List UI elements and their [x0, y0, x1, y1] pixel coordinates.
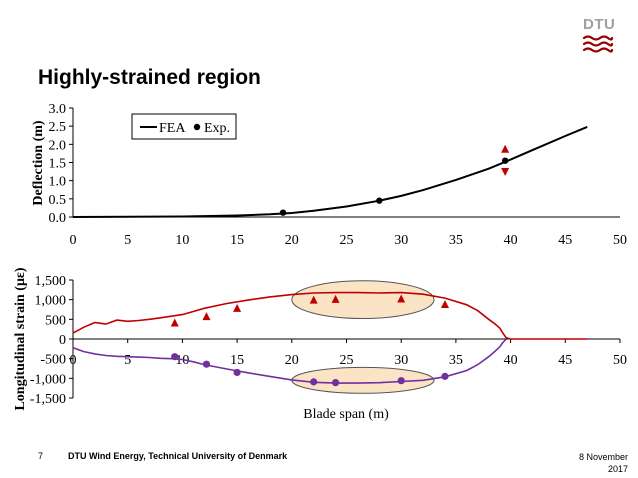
strain-bottom-exp-point [202, 360, 211, 368]
chart-area: 0 5 10 15 20 25 30 35 40 45 50 0.00.51.01.52.02.53… [13, 102, 627, 422]
strain-top-exp-point [309, 295, 318, 304]
bottom-x-tick-label: 30 [394, 353, 408, 368]
top-x-tick-label: 45 [558, 233, 572, 248]
error-up-marker [501, 144, 510, 153]
top-y-tick-label: 3.0 [49, 102, 67, 117]
bottom-x-tick-label: 0 [70, 353, 77, 368]
strain-top-line [72, 291, 588, 340]
top-x-tick-label: 15 [230, 233, 244, 248]
top-x-tick-label: 30 [394, 233, 408, 248]
strain-bottom-exp-point [310, 378, 318, 386]
bottom-x-tick-label: 5 [124, 353, 131, 368]
top-y-tick-label: 2.5 [49, 120, 67, 135]
bottom-x-tick-label: 10 [175, 353, 189, 368]
strain-y-label: Longitudinal strain (με) [13, 267, 28, 410]
strain-bottom-exp-point [397, 377, 405, 385]
strain-bottom-exp-point [233, 368, 241, 377]
top-x-tick-label: 40 [504, 233, 518, 248]
strain-bottom-exp-point [441, 372, 449, 380]
bottom-y-tick-label: 1,000 [35, 294, 67, 309]
bottom-x-tick-label: 40 [504, 353, 518, 368]
strain-top-exp-point [202, 312, 211, 321]
bottom-y-tick-label: -500 [40, 353, 66, 368]
bottom-y-tick-label: 0 [59, 333, 66, 348]
bottom-x-tick-label: 25 [340, 353, 354, 368]
footer-organization: DTU Wind Energy, Technical University of… [68, 451, 288, 461]
top-x-tick-label: 0 [70, 233, 77, 248]
bottom-y-tick-label: 1,500 [35, 274, 67, 289]
exp-point [279, 209, 287, 216]
strain-chart: 0 5 10 15 20 25 30 35 40 45 50 1,500 1,000 500 0 -500 -… [13, 267, 627, 422]
top-x-tick-label: 35 [449, 233, 463, 248]
top-y-tick-label: 1.5 [49, 157, 67, 172]
highlight-ellipse [291, 280, 435, 320]
top-y-tick-label: 2.0 [49, 138, 67, 153]
strain-top-exp-point [397, 294, 406, 303]
bottom-x-tick-label: 15 [230, 353, 244, 368]
strain-top-exp-point [170, 318, 179, 327]
top-x-tick-label: 20 [285, 233, 299, 248]
footer-date: 8 November 2017 [540, 451, 628, 475]
footer-date-line1: 8 November [578, 452, 628, 462]
error-down-marker [501, 167, 510, 176]
top-x-tick-label: 50 [613, 233, 627, 248]
top-x-tick-label: 25 [340, 233, 354, 248]
bottom-x-tick-label: 20 [285, 353, 299, 368]
strain-top-exp-point [331, 294, 340, 303]
bottom-y-tick-label: 500 [45, 313, 66, 328]
bottom-x-tick-label: 50 [613, 353, 627, 368]
fea-line [72, 125, 588, 218]
strain-top-exp-point [440, 299, 449, 308]
deflection-y-label: Deflection (m) [31, 120, 46, 205]
legend-exp-label: Exp. [204, 121, 230, 136]
bottom-y-tick-label: -1,500 [30, 392, 66, 407]
dtu-logo-text: DTU [583, 16, 616, 33]
exp-point [376, 197, 383, 204]
strain-bottom-line [72, 338, 507, 384]
legend-exp-marker [193, 123, 201, 131]
strain-x-label: Blade span (m) [303, 407, 389, 422]
strain-bottom-exp-point [171, 353, 179, 361]
page-number: 7 [38, 451, 44, 461]
slide-title: Highly-strained region [38, 66, 261, 89]
bottom-x-tick-label: 45 [558, 353, 572, 368]
exp-point [501, 157, 509, 164]
strain-top-exp-point [233, 303, 242, 312]
bottom-y-tick-label: -1,000 [30, 372, 66, 387]
top-y-tick-label: 1.0 [49, 175, 67, 190]
top-x-tick-label: 10 [175, 233, 189, 248]
dtu-logo-icon [582, 35, 614, 53]
legend-fea-label: FEA [159, 121, 186, 136]
strain-bottom-exp-point [331, 379, 340, 387]
top-y-tick-label: 0.0 [49, 211, 67, 226]
footer-date-line2: 2017 [607, 464, 628, 474]
top-y-tick-label: 0.5 [49, 193, 67, 208]
deflection-chart: 0 5 10 15 20 25 30 35 40 45 50 0.0 0.5 1.0 1.5 2.0 2.5 3… [31, 102, 627, 248]
top-x-tick-label: 5 [124, 233, 131, 248]
bottom-x-tick-label: 35 [449, 353, 463, 368]
